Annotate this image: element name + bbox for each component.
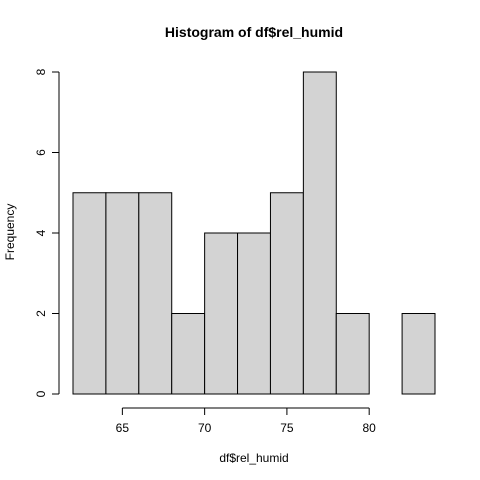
y-axis: 0 2 4 6 8	[34, 68, 60, 397]
x-tick-label: 65	[116, 421, 130, 435]
x-tick-label: 70	[198, 421, 212, 435]
x-axis: 65 70 75 80	[116, 407, 377, 435]
histogram-bar	[105, 192, 140, 395]
x-tick-label: 75	[280, 421, 294, 435]
histogram-bar	[335, 313, 370, 395]
y-tick-label: 4	[34, 229, 48, 236]
histogram-bar	[171, 313, 206, 395]
histogram-bar	[302, 71, 337, 395]
histogram-bar	[237, 232, 271, 395]
chart-title: Histogram of df$rel_humid	[165, 24, 343, 40]
y-axis-label: Frequency	[3, 204, 17, 261]
x-axis-label: df$rel_humid	[219, 451, 288, 465]
y-tick-label: 8	[34, 68, 48, 75]
x-tick-label: 80	[363, 421, 377, 435]
histogram-bar	[204, 232, 239, 395]
histogram-bar	[269, 192, 304, 395]
y-tick-label: 6	[34, 149, 48, 156]
histogram-bar	[401, 313, 436, 395]
histogram-bar	[72, 192, 107, 395]
histogram-bar	[138, 192, 173, 395]
y-tick-label: 0	[34, 390, 48, 397]
bars-group	[72, 71, 436, 395]
y-tick-label: 2	[34, 310, 48, 317]
